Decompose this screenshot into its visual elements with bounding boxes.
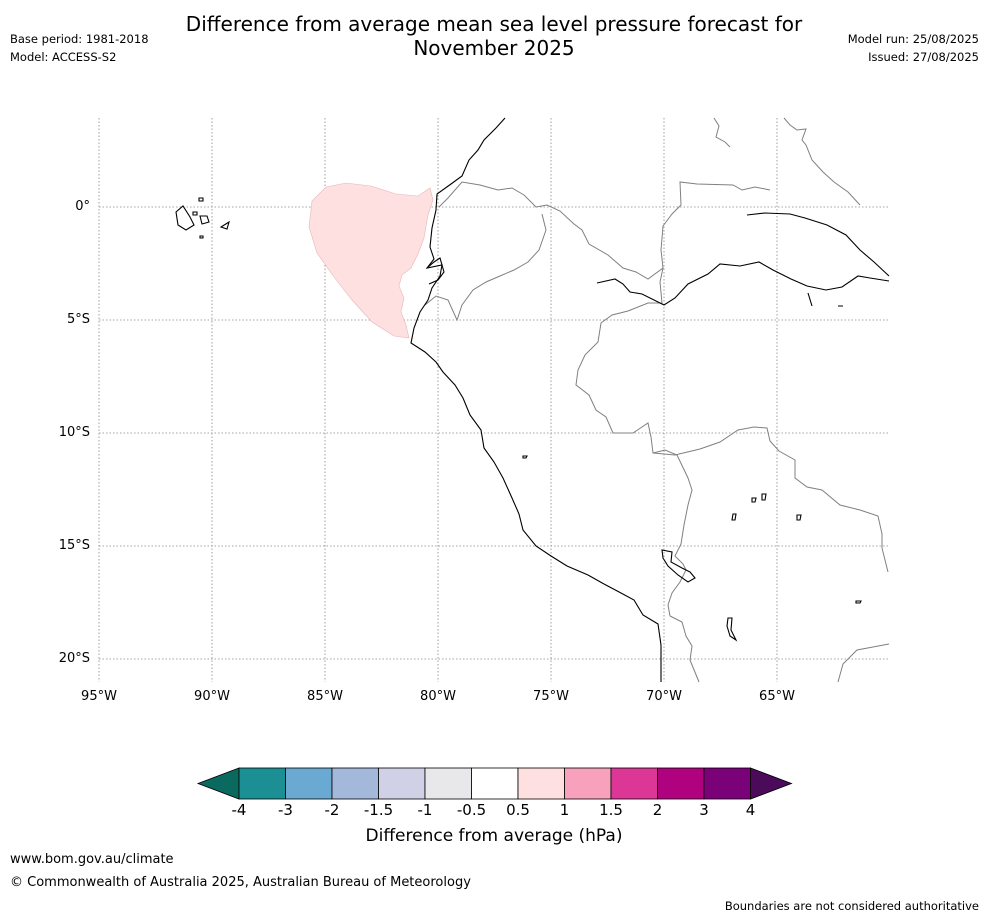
galapagos-isabela xyxy=(175,205,195,231)
amazon-river-main xyxy=(596,261,890,306)
colorbar xyxy=(196,767,793,800)
boundary-bolivia-chile xyxy=(669,615,700,683)
lat-tick-0: 0° xyxy=(75,199,90,214)
boundary-north-venezuela xyxy=(713,117,861,206)
colorbar-label-6: 0.5 xyxy=(506,801,530,819)
lon-tick-65w: 65°W xyxy=(759,689,795,704)
colorbar-swatch-0 xyxy=(238,767,286,800)
lon-tick-75w: 75°W xyxy=(533,689,569,704)
colorbar-title: Difference from average (hPa) xyxy=(365,826,623,846)
lat-tick-10s: 10°S xyxy=(58,425,90,440)
disclaimer-text: Boundaries are not considered authoritat… xyxy=(724,899,979,913)
colorbar-under-arrow xyxy=(196,767,240,800)
boundary-ecuador-peru xyxy=(424,213,547,322)
boundary-bolivia-brazil xyxy=(652,426,889,573)
colorbar-swatch-6 xyxy=(517,767,565,800)
colorbar-label-8: 1.5 xyxy=(599,801,623,819)
bolivia-lakes xyxy=(522,455,862,642)
colorbar-label-2: -2 xyxy=(324,801,340,819)
lon-tick-90w: 90°W xyxy=(194,689,230,704)
lake-titicaca xyxy=(661,549,696,583)
colorbar-label-0: -4 xyxy=(231,801,247,819)
colorbar-swatch-5 xyxy=(471,767,519,800)
colorbar-label-10: 3 xyxy=(699,801,709,819)
lon-tick-85w: 85°W xyxy=(307,689,343,704)
country-boundaries xyxy=(424,117,890,683)
lat-tick-15s: 15°S xyxy=(58,538,90,553)
title-line-1: Difference from average mean sea level p… xyxy=(185,12,803,36)
copyright-text: © Commonwealth of Australia 2025, Austra… xyxy=(10,875,471,890)
colorbar-swatch-1 xyxy=(285,767,333,800)
base-period: Base period: 1981-2018 xyxy=(10,32,149,46)
lat-tick-20s: 20°S xyxy=(58,651,90,666)
colorbar-label-7: 1 xyxy=(559,801,570,819)
colorbar-label-1: -3 xyxy=(278,801,293,819)
map-title: Difference from average mean sea level p… xyxy=(0,12,988,60)
colorbar-label-4: -1 xyxy=(417,801,433,819)
galapagos-san-cristobal xyxy=(219,220,230,230)
meta-right: Model run: 25/08/2025 Issued: 27/08/2025 xyxy=(848,30,979,66)
meta-left: Base period: 1981-2018 Model: ACCESS-S2 xyxy=(10,30,149,66)
colorbar-label-9: 2 xyxy=(652,801,663,819)
issued-date: Issued: 27/08/2025 xyxy=(868,50,979,64)
colorbar-over-arrow xyxy=(750,767,793,800)
colorbar-swatch-9 xyxy=(657,767,705,800)
colorbar-swatch-4 xyxy=(424,767,472,800)
colorbar-swatch-3 xyxy=(378,767,426,800)
colorbar-label-3: -1.5 xyxy=(363,801,394,819)
model-run: Model run: 25/08/2025 xyxy=(847,32,979,46)
coastline-pacific xyxy=(410,117,662,682)
river-fragments xyxy=(807,292,843,307)
lon-tick-70w: 70°W xyxy=(646,689,682,704)
title-line-2: November 2025 xyxy=(413,36,575,60)
coastline-gulf xyxy=(426,257,445,285)
boundary-peru-brazil xyxy=(575,267,693,617)
boundary-east-south xyxy=(837,643,890,683)
colorbar-swatch-10 xyxy=(703,767,751,800)
lon-tick-80w: 80°W xyxy=(420,689,456,704)
galapagos-north xyxy=(192,197,204,239)
colorbar-swatch-2 xyxy=(331,767,379,800)
lat-tick-5s: 5°S xyxy=(66,312,90,327)
boundary-colombia-ecuador xyxy=(438,181,771,280)
lon-tick-95w: 95°W xyxy=(81,689,117,704)
coastline xyxy=(175,117,890,682)
gridlines xyxy=(98,118,890,682)
amazon-river-north xyxy=(746,212,890,277)
galapagos-santa-cruz xyxy=(199,215,210,225)
colorbar-swatch-7 xyxy=(564,767,612,800)
anomaly-region-positive xyxy=(308,182,434,339)
model-name: Model: ACCESS-S2 xyxy=(10,50,117,64)
colorbar-label-5: -0.5 xyxy=(456,801,487,819)
website-link[interactable]: www.bom.gov.au/climate xyxy=(10,852,174,867)
colorbar-label-11: 4 xyxy=(745,801,756,819)
colorbar-swatch-8 xyxy=(610,767,658,800)
